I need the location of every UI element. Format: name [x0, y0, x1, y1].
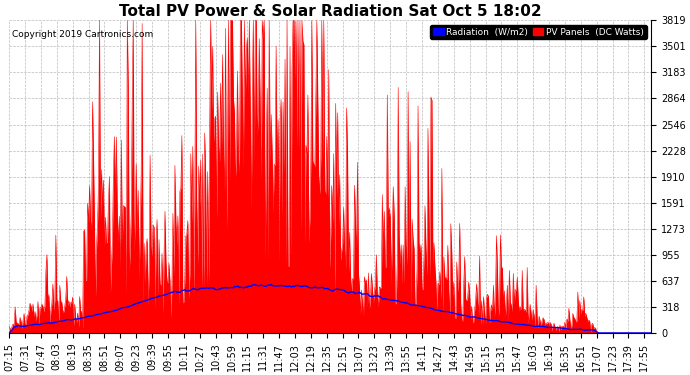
Text: Copyright 2019 Cartronics.com: Copyright 2019 Cartronics.com — [12, 30, 154, 39]
Title: Total PV Power & Solar Radiation Sat Oct 5 18:02: Total PV Power & Solar Radiation Sat Oct… — [119, 4, 542, 19]
Legend: Radiation  (W/m2), PV Panels  (DC Watts): Radiation (W/m2), PV Panels (DC Watts) — [430, 25, 647, 39]
